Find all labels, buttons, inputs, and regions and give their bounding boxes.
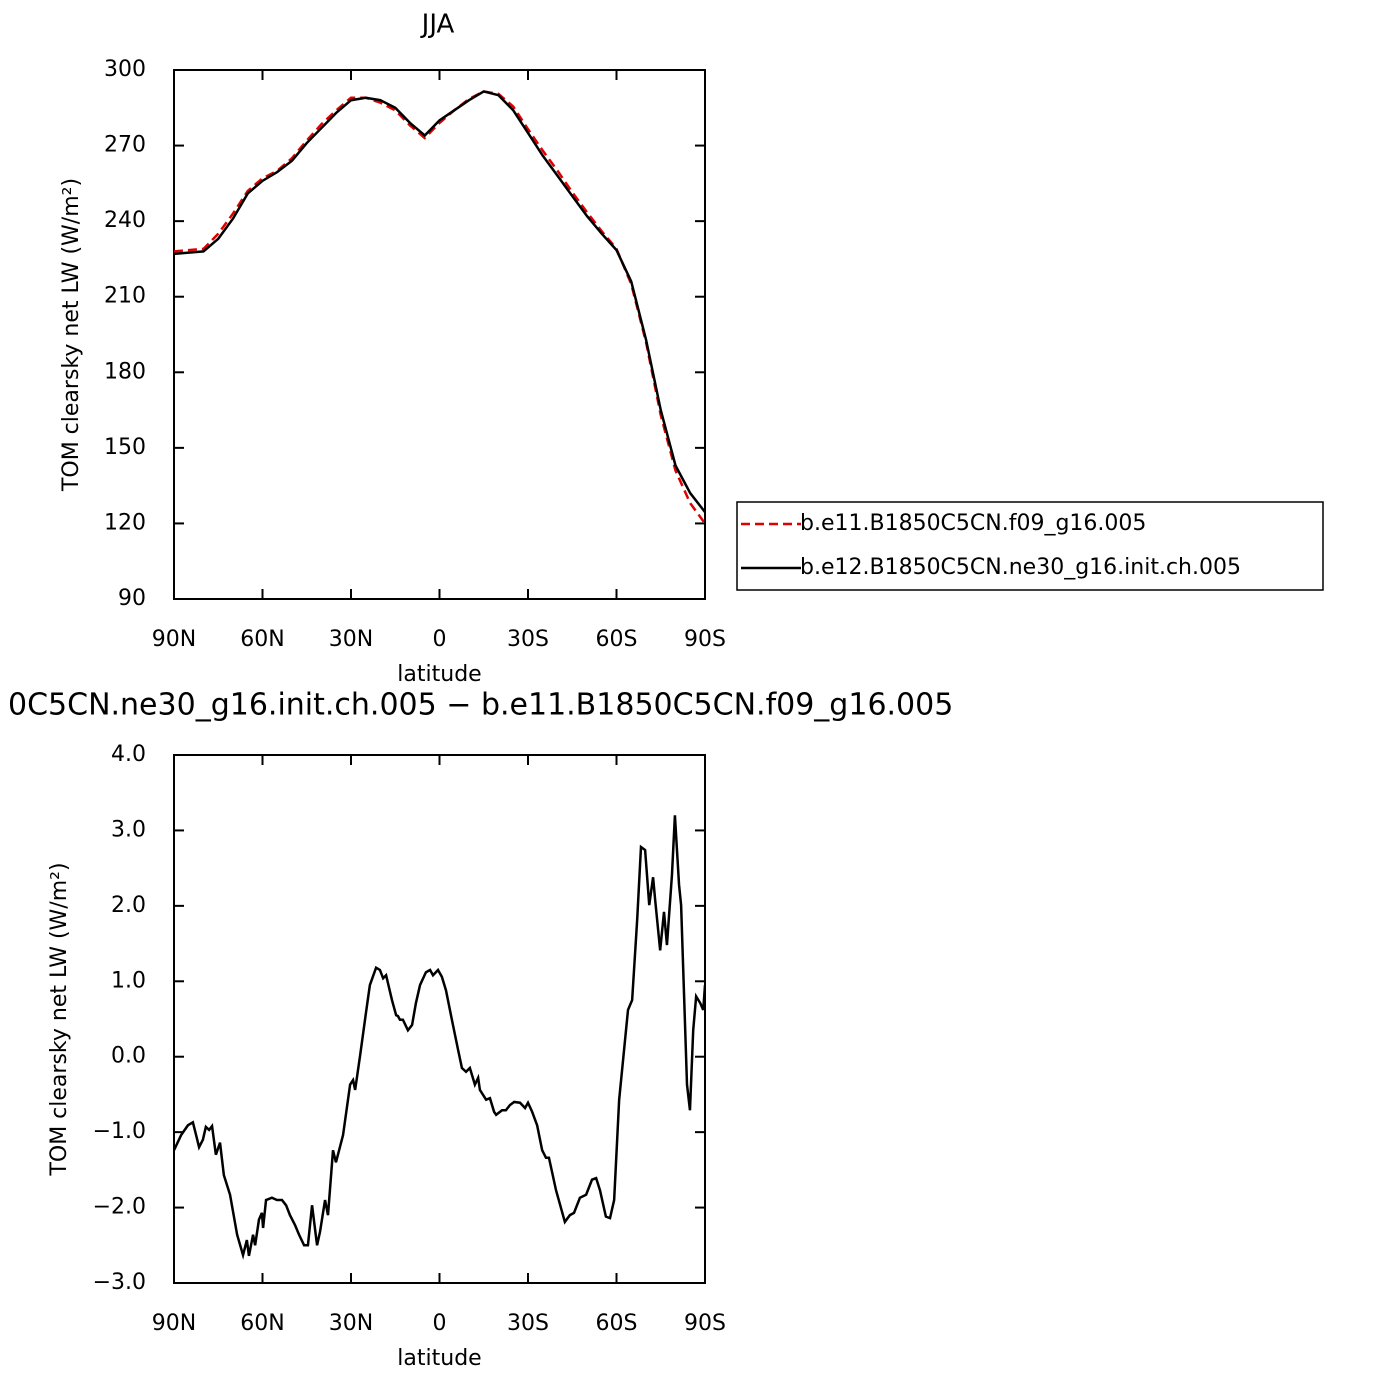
y-tick-label: 210 (104, 284, 146, 309)
x-tick-label: 90S (684, 1311, 726, 1336)
y-tick-label: 90 (118, 586, 146, 611)
x-tick-label: 30S (507, 627, 549, 652)
y-tick-label: −2.0 (93, 1195, 146, 1220)
legend-label: b.e11.B1850C5CN.f09_g16.005 (800, 511, 1146, 536)
y-tick-label: 0.0 (111, 1044, 146, 1069)
data-line (174, 90, 705, 525)
x-tick-label: 90S (684, 627, 726, 652)
x-tick-label: 60S (596, 1311, 638, 1336)
y-tick-label: 2.0 (111, 893, 146, 918)
y-tick-label: 180 (104, 359, 146, 384)
x-tick-label: 60N (240, 627, 284, 652)
y-tick-label: 3.0 (111, 817, 146, 842)
y-tick-label: 120 (104, 510, 146, 535)
y-tick-label: 300 (104, 57, 146, 82)
y-axis-label: TOM clearsky net LW (W/m²) (47, 862, 72, 1176)
legend-label: b.e12.B1850C5CN.ne30_g16.init.ch.005 (800, 555, 1241, 580)
x-tick-label: 90N (152, 627, 196, 652)
x-axis-label: latitude (397, 662, 481, 687)
x-tick-label: 60N (240, 1311, 284, 1336)
y-axis-label: TOM clearsky net LW (W/m²) (59, 178, 84, 492)
plot-frame (173, 754, 706, 1284)
x-tick-label: 0 (433, 627, 447, 652)
legend-box (736, 501, 1324, 591)
x-tick-label: 60S (596, 627, 638, 652)
y-tick-label: 240 (104, 208, 146, 233)
y-tick-label: 4.0 (111, 742, 146, 767)
chart-title: 0C5CN.ne30_g16.init.ch.005 − b.e11.B1850… (8, 688, 953, 723)
x-tick-label: 90N (152, 1311, 196, 1336)
x-tick-label: 30N (329, 1311, 373, 1336)
y-tick-label: 150 (104, 435, 146, 460)
x-tick-label: 0 (433, 1311, 447, 1336)
x-axis-label: latitude (397, 1346, 481, 1371)
data-line (174, 815, 705, 1260)
chart-title: JJA (420, 10, 455, 40)
y-tick-label: 270 (104, 133, 146, 158)
y-tick-label: −3.0 (93, 1270, 146, 1295)
plot-frame (173, 69, 706, 600)
x-tick-label: 30N (329, 627, 373, 652)
y-tick-label: 1.0 (111, 968, 146, 993)
data-line (174, 90, 705, 513)
y-tick-label: −1.0 (93, 1119, 146, 1144)
x-tick-label: 30S (507, 1311, 549, 1336)
